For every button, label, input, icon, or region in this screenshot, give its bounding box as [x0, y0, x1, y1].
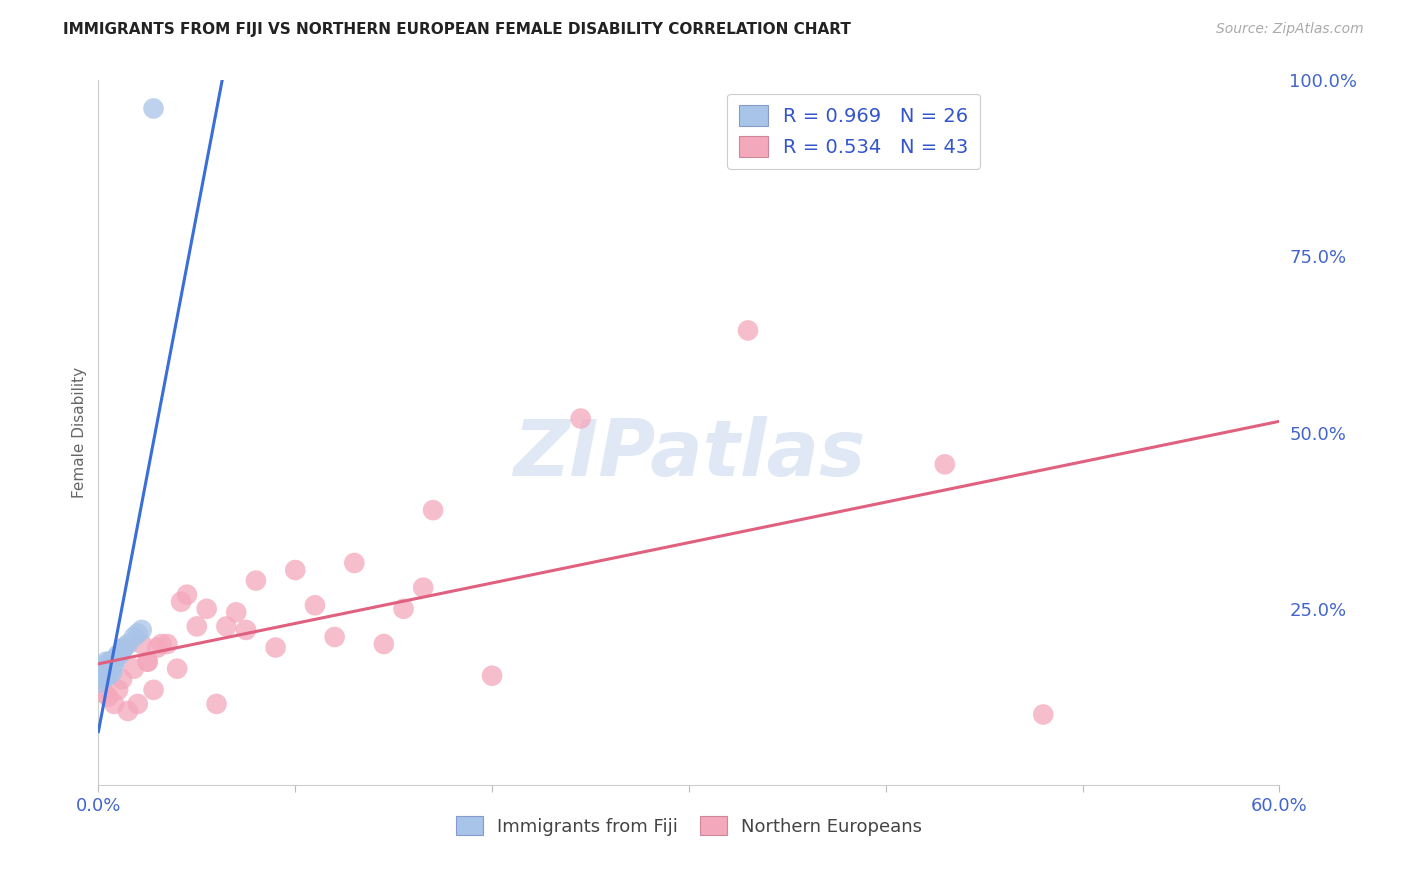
- Y-axis label: Female Disability: Female Disability: [72, 367, 87, 499]
- Point: [105, 651, 128, 665]
- Point: [245, 574, 267, 588]
- Point: [343, 556, 366, 570]
- Point: [89, 665, 111, 680]
- Point: [131, 637, 153, 651]
- Point: [117, 637, 139, 651]
- Point: [103, 697, 125, 711]
- Point: [117, 704, 139, 718]
- Point: [156, 637, 179, 651]
- Point: [93, 686, 115, 700]
- Text: Source: ZipAtlas.com: Source: ZipAtlas.com: [1216, 22, 1364, 37]
- Point: [103, 655, 125, 669]
- Point: [97, 662, 120, 676]
- Point: [166, 662, 188, 676]
- Point: [136, 655, 159, 669]
- Point: [122, 630, 145, 644]
- Point: [264, 640, 287, 655]
- Point: [108, 648, 131, 662]
- Point: [96, 669, 118, 683]
- Point: [101, 665, 124, 680]
- Point: [142, 682, 165, 697]
- Point: [111, 673, 134, 687]
- Point: [131, 623, 153, 637]
- Point: [176, 588, 198, 602]
- Point: [91, 673, 114, 687]
- Legend: Immigrants from Fiji, Northern Europeans: Immigrants from Fiji, Northern Europeans: [449, 808, 929, 843]
- Point: [412, 581, 434, 595]
- Point: [103, 658, 125, 673]
- Point: [89, 675, 111, 690]
- Point: [122, 662, 145, 676]
- Point: [89, 662, 111, 676]
- Point: [101, 655, 124, 669]
- Point: [111, 644, 134, 658]
- Point: [373, 637, 395, 651]
- Point: [215, 619, 238, 633]
- Point: [96, 665, 118, 680]
- Point: [284, 563, 307, 577]
- Text: ZIPatlas: ZIPatlas: [513, 416, 865, 491]
- Point: [205, 697, 228, 711]
- Text: IMMIGRANTS FROM FIJI VS NORTHERN EUROPEAN FEMALE DISABILITY CORRELATION CHART: IMMIGRANTS FROM FIJI VS NORTHERN EUROPEA…: [63, 22, 851, 37]
- Point: [96, 655, 118, 669]
- Point: [150, 637, 173, 651]
- Point: [481, 669, 503, 683]
- Point: [392, 601, 415, 615]
- Point: [235, 623, 257, 637]
- Point: [146, 640, 169, 655]
- Point: [934, 458, 956, 472]
- Point: [304, 599, 326, 613]
- Point: [1032, 707, 1054, 722]
- Point: [737, 323, 759, 337]
- Point: [170, 595, 193, 609]
- Point: [195, 601, 218, 615]
- Point: [127, 697, 149, 711]
- Point: [93, 658, 115, 673]
- Point: [186, 619, 208, 633]
- Point: [142, 102, 165, 116]
- Point: [112, 640, 135, 655]
- Point: [97, 690, 120, 704]
- Point: [107, 682, 129, 697]
- Point: [98, 655, 121, 669]
- Point: [569, 411, 592, 425]
- Point: [225, 605, 247, 619]
- Point: [98, 655, 121, 669]
- Point: [97, 669, 120, 683]
- Point: [127, 626, 149, 640]
- Point: [93, 669, 115, 683]
- Point: [112, 640, 135, 655]
- Point: [107, 648, 129, 662]
- Point: [98, 662, 121, 676]
- Point: [91, 665, 114, 680]
- Point: [136, 655, 159, 669]
- Point: [323, 630, 346, 644]
- Point: [422, 503, 444, 517]
